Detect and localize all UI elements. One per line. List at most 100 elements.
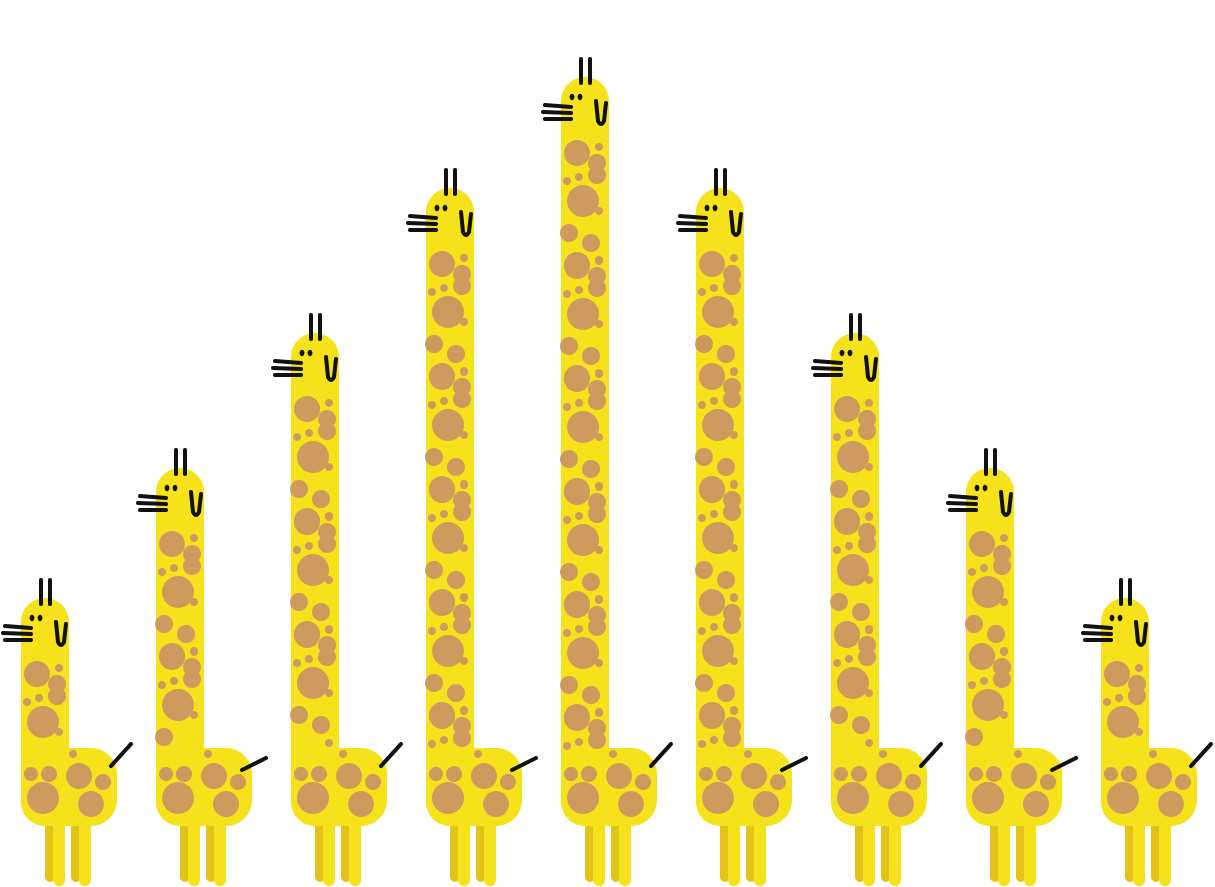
spot (837, 441, 869, 473)
spot (710, 510, 718, 518)
spot (595, 256, 603, 264)
spot (595, 595, 603, 603)
spot (55, 728, 63, 736)
spot (972, 576, 1004, 608)
spot (730, 367, 738, 375)
spot (429, 767, 443, 781)
leg (315, 820, 325, 882)
spot (440, 284, 448, 292)
spot (453, 729, 471, 747)
tail (109, 742, 133, 768)
spot (567, 782, 599, 814)
spot (702, 782, 734, 814)
spot (190, 711, 198, 719)
spot (710, 736, 718, 744)
leg (1125, 820, 1135, 882)
spot (575, 625, 583, 633)
spot (447, 458, 465, 476)
spot (567, 637, 599, 669)
spot (723, 729, 741, 747)
spot (297, 782, 329, 814)
spot (204, 750, 212, 758)
mouth (541, 110, 573, 115)
mouth (678, 214, 708, 220)
spot (968, 681, 976, 689)
spot (95, 774, 111, 790)
spot (24, 661, 50, 687)
spot (483, 791, 509, 817)
spot (563, 742, 571, 750)
spot (162, 689, 194, 721)
spot (162, 576, 194, 608)
spot (446, 766, 462, 782)
spot (294, 622, 320, 648)
spot (595, 659, 603, 667)
spot (717, 684, 735, 702)
spot (290, 480, 308, 498)
spot (1135, 664, 1143, 672)
eye (1117, 614, 1123, 622)
spot (833, 546, 841, 554)
spot (170, 564, 178, 572)
spot (447, 345, 465, 363)
leg (728, 820, 740, 886)
spot (702, 635, 734, 667)
spot (888, 791, 914, 817)
spot (830, 706, 848, 724)
ear (189, 490, 203, 517)
mouth (946, 501, 978, 506)
spot (500, 774, 516, 790)
spot (27, 782, 59, 814)
spot (440, 736, 448, 744)
spot (741, 763, 767, 789)
spot (41, 766, 57, 782)
spot (730, 593, 738, 601)
spot (564, 592, 590, 618)
spot (460, 544, 468, 552)
spot (325, 576, 333, 584)
mouth (1081, 631, 1113, 636)
spot (717, 345, 735, 363)
spot (595, 369, 603, 377)
spot (730, 657, 738, 665)
leg (214, 820, 226, 886)
spot (318, 648, 336, 666)
eye (434, 204, 440, 212)
spot (834, 622, 860, 648)
eye (172, 484, 178, 492)
leg (881, 820, 891, 882)
spot (447, 571, 465, 589)
leg (45, 820, 55, 882)
spot (177, 625, 195, 643)
mouth (406, 221, 438, 226)
spot (471, 763, 497, 789)
eye (442, 204, 448, 212)
spot (852, 490, 870, 508)
spot (560, 337, 578, 355)
leg (1159, 820, 1171, 886)
spot (851, 766, 867, 782)
spot (865, 576, 873, 584)
spot (968, 568, 976, 576)
leg (855, 820, 865, 882)
spot (158, 568, 166, 576)
spot (564, 253, 590, 279)
leg (458, 820, 470, 886)
spot (297, 554, 329, 586)
spot (865, 463, 873, 471)
giraffe-7-medium (811, 313, 943, 886)
spot (858, 648, 876, 666)
spot (159, 531, 185, 557)
eye (839, 349, 845, 357)
spot (1115, 694, 1123, 702)
spot (699, 251, 725, 277)
spot (699, 590, 725, 616)
spot (1149, 750, 1157, 758)
spot (575, 286, 583, 294)
eye (974, 484, 980, 492)
spot (969, 531, 995, 557)
eye (299, 349, 305, 357)
spot (294, 396, 320, 422)
spot (159, 644, 185, 670)
spot (429, 477, 455, 503)
